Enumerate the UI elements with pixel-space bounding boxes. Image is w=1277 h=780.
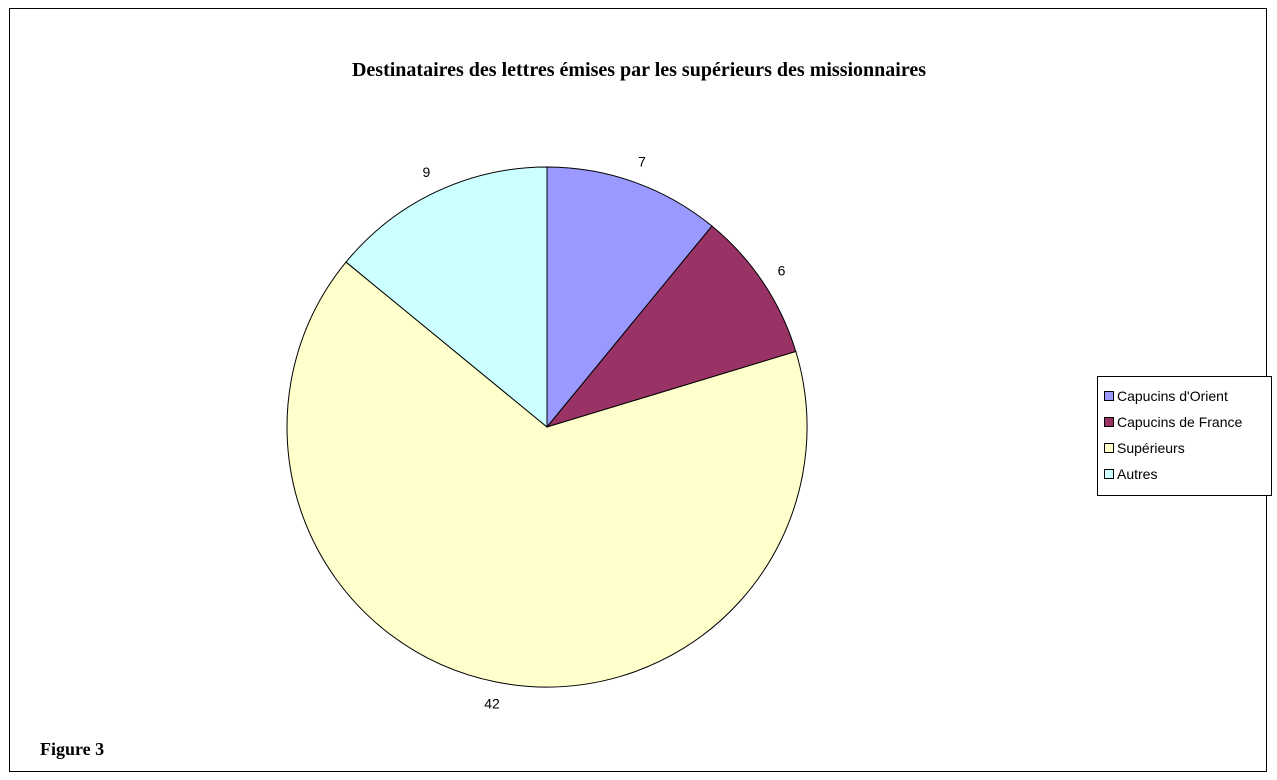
legend-swatch [1104,469,1114,479]
data-label-1: 6 [778,262,786,278]
data-label-0: 7 [638,153,646,169]
legend-item-capucins-france: Capucins de France [1104,409,1271,435]
data-label-2: 42 [484,696,500,712]
legend-swatch [1104,391,1114,401]
chart-title: Destinataires des lettres émises par les… [351,59,927,81]
chart-frame: Destinataires des lettres émises par les… [9,8,1272,772]
legend-label: Capucins d'Orient [1117,388,1228,404]
legend-swatch [1104,417,1114,427]
legend-label: Autres [1117,466,1158,482]
legend-item-autres: Autres [1104,461,1271,487]
chart-legend: Capucins d'Orient Capucins de France Sup… [1097,376,1272,496]
pie-slice-3 [345,166,548,429]
legend-item-capucins-orient: Capucins d'Orient [1104,383,1271,409]
data-label-3: 9 [423,164,431,180]
legend-item-superieurs: Supérieurs [1104,435,1271,461]
figure-caption: Figure 3 [40,739,105,759]
pie-slice-1 [545,225,797,428]
pie-slice-2 [286,261,808,688]
legend-label: Capucins de France [1117,414,1243,430]
pie-slices [286,166,808,688]
pie-data-labels: 7 6 42 9 [423,153,786,711]
legend-label: Supérieurs [1117,440,1185,456]
pie-chart: 7 6 42 9 [286,153,808,712]
pie-slice-0 [546,166,713,429]
legend-swatch [1104,443,1114,453]
